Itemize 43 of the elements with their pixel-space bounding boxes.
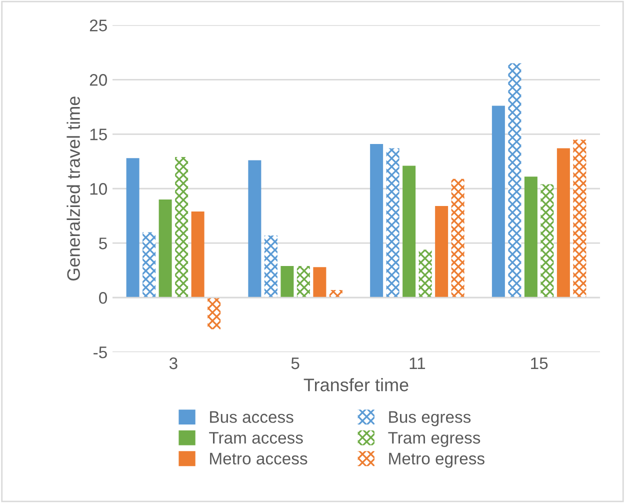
bar [573, 140, 586, 298]
bar [142, 232, 156, 298]
bar [158, 200, 172, 298]
y-tick-label: 15 [90, 128, 107, 140]
bar [208, 298, 221, 330]
legend-label: Metro access [210, 452, 308, 465]
y-tick-label: -5 [94, 346, 107, 358]
bar [508, 63, 522, 298]
bar [264, 235, 278, 298]
bar [296, 266, 310, 298]
y-tick-label: 20 [90, 74, 107, 86]
bar [191, 212, 204, 298]
bar [402, 166, 416, 298]
legend-label: Tram access [209, 432, 303, 444]
x-tick-label: 15 [531, 358, 548, 370]
bar [540, 184, 554, 298]
y-axis-title: Generalzied travel time [66, 96, 80, 281]
bar [248, 160, 262, 298]
legend-label: Bus egress [389, 411, 471, 426]
bar [492, 106, 505, 298]
legend-label: Metro egress [389, 452, 484, 468]
legend-label: Tram egress [388, 432, 480, 448]
bar [175, 157, 188, 298]
bar [126, 158, 140, 298]
x-axis-title: Transfer time [304, 378, 408, 392]
y-tick-label: 0 [99, 292, 107, 304]
legend-label: Bus access [210, 411, 294, 423]
x-tick-label: 11 [410, 358, 426, 370]
y-tick-label: 25 [90, 20, 107, 32]
bar [556, 148, 570, 298]
bar [280, 266, 294, 298]
x-tick-label: 3 [169, 357, 178, 370]
y-tick-label: 5 [99, 238, 107, 250]
y-tick-label: 10 [90, 183, 107, 195]
bar [386, 148, 400, 298]
bar [370, 144, 384, 298]
bar [435, 206, 448, 298]
x-tick-label: 5 [291, 358, 300, 370]
bar [329, 290, 342, 298]
bar [418, 250, 432, 298]
bar [313, 267, 326, 298]
bar [524, 176, 538, 298]
bar [451, 178, 464, 298]
